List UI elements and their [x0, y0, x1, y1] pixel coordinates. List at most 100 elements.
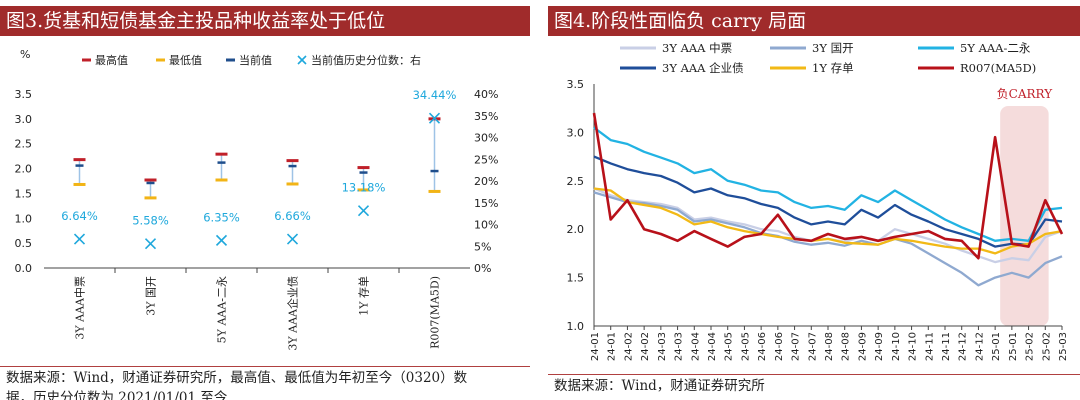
series-line — [593, 187, 1063, 255]
y-axis-unit-label: % — [20, 48, 30, 61]
series-line — [593, 191, 1063, 287]
right-chart-panel: 图4.阶段性面临负 carry 局面 负CARRY 3Y AAA 中票 3Y 国开 5… — [548, 0, 1080, 400]
x-tick-label: 24-10 — [908, 332, 919, 361]
x-tick-label: 24-03 — [657, 332, 668, 361]
category-label: 5Y AAA-二永 — [215, 276, 229, 343]
percentile-data-label: 6.64% — [61, 209, 98, 223]
percentile-marker — [357, 205, 370, 217]
y2-tick-label: 15% — [474, 197, 498, 210]
y-tick-label: 3.5 — [567, 78, 585, 91]
category-label: 3Y AAA企业债 — [286, 276, 300, 351]
x-tick-label: 24-01 — [607, 332, 618, 361]
x-tick-label: 24-11 — [941, 332, 952, 361]
y-tick-label: 1.5 — [567, 272, 585, 285]
series-line — [593, 155, 1063, 248]
right-chart-title: 图4.阶段性面临负 carry 局面 — [548, 6, 1080, 36]
percentile-data-label: 34.44% — [413, 88, 457, 102]
x-tick-label: 24-07 — [791, 332, 802, 361]
x-tick-label: 24-02 — [623, 332, 634, 361]
right-source-note: 数据来源：Wind，财通证券研究所 — [554, 378, 765, 394]
percentile-marker — [286, 233, 299, 245]
x-tick-label: 24-10 — [891, 332, 902, 361]
x-tick-label: 24-02 — [640, 332, 651, 361]
x-tick-label: 25-02 — [1025, 332, 1036, 361]
x-tick-label: 24-08 — [824, 332, 835, 361]
x-tick-label: 24-07 — [807, 332, 818, 361]
category-label: 1Y 存单 — [357, 276, 371, 316]
y-tick-label: 1.0 — [567, 320, 585, 333]
percentile-data-label: 6.35% — [203, 210, 240, 224]
x-tick-label: 24-04 — [707, 332, 718, 361]
legend-label: 3Y AAA 企业债 — [662, 61, 744, 75]
y-tick-label: 3.0 — [15, 113, 33, 126]
y-tick-label: 3.0 — [567, 126, 585, 139]
series-line — [593, 126, 1063, 242]
left-chart-panel: 图3.货基和短债基金主投品种收益率处于低位 最高值 最低值 当前值 当前值历史分位数：… — [0, 0, 530, 400]
left-source-line-2: 据，历史分位数为 2021/01/01 至今 — [6, 390, 228, 400]
x-tick-label: 24-05 — [724, 332, 735, 361]
x-tick-label: 25-03 — [1058, 332, 1069, 361]
x-tick-label: 24-12 — [958, 332, 969, 361]
left-chart-title: 图3.货基和短债基金主投品种收益率处于低位 — [0, 6, 530, 36]
left-source-line-1: 数据来源：Wind，财通证券研究所，最高值、最低值为年初至今（0320）数 — [6, 370, 468, 386]
negative-carry-label: 负CARRY — [997, 87, 1054, 101]
series-line — [593, 187, 1063, 264]
legend-label: 1Y 存单 — [812, 61, 854, 75]
y2-tick-label: 0% — [474, 262, 491, 275]
x-tick-label: 24-06 — [757, 332, 768, 361]
x-tick-label: 24-05 — [740, 332, 751, 361]
y-tick-label: 2.0 — [567, 223, 585, 236]
y2-tick-label: 40% — [474, 88, 498, 101]
percentile-data-label: 6.66% — [274, 209, 311, 223]
series-line — [592, 112, 1064, 260]
y2-tick-label: 25% — [474, 153, 498, 166]
legend-label: 最低值 — [169, 54, 202, 67]
legend-label: 最高值 — [95, 53, 128, 67]
y-tick-label: 1.5 — [15, 187, 33, 200]
y-tick-label: 3.5 — [15, 88, 33, 101]
x-tick-label: 24-03 — [674, 332, 685, 361]
x-tick-label: 25-02 — [1041, 332, 1052, 361]
legend-label: 5Y AAA-二永 — [960, 41, 1031, 55]
y2-tick-label: 35% — [474, 110, 498, 123]
y-tick-label: 0.0 — [15, 262, 33, 275]
x-tick-label: 24-09 — [857, 332, 868, 361]
right-chart-svg: 负CARRY 3Y AAA 中票 3Y 国开 5Y AAA-二永 3Y AAA 企业债 1… — [567, 41, 1070, 361]
percentile-data-label: 13.18% — [342, 181, 386, 195]
x-tick-label: 24-06 — [774, 332, 785, 361]
right-source-divider — [548, 374, 1080, 375]
left-chart-svg: 最高值 最低值 当前值 当前值历史分位数：右% 0.0 0.5 1.0 1.5 2.0 2.5 3.… — [15, 48, 499, 351]
y-tick-label: 0.5 — [15, 237, 33, 250]
x-tick-label: 24-11 — [924, 332, 935, 361]
category-label: 3Y 国开 — [145, 276, 158, 316]
percentile-marker — [428, 112, 441, 124]
y-tick-label: 2.5 — [15, 138, 33, 151]
x-tick-label: 25-01 — [1008, 332, 1019, 361]
percentile-marker — [215, 234, 228, 246]
left-source-note: 数据来源：Wind，财通证券研究所，最高值、最低值为年初至今（0320）数 据，… — [6, 368, 521, 400]
x-tick-label: 24-09 — [874, 332, 885, 361]
y2-tick-label: 10% — [474, 219, 498, 232]
legend-label: 3Y AAA 中票 — [662, 41, 732, 55]
x-tick-label: 25-01 — [991, 332, 1002, 361]
category-label: R007(MA5D) — [429, 276, 442, 349]
percentile-marker — [73, 233, 86, 245]
y-tick-label: 1.0 — [15, 212, 33, 225]
x-tick-label: 24-08 — [841, 332, 852, 361]
y-tick-label: 2.5 — [567, 175, 585, 188]
x-tick-label: 24-12 — [974, 332, 985, 361]
category-label: 3Y AAA中票 — [74, 276, 87, 340]
left-source-divider — [0, 366, 530, 367]
y2-tick-label: 30% — [474, 132, 498, 145]
percentile-data-label: 5.58% — [132, 214, 169, 228]
legend-label: 当前值 — [239, 53, 272, 67]
legend-label: 3Y 国开 — [812, 41, 854, 55]
x-tick-label: 24-01 — [590, 332, 601, 361]
legend-label: 当前值历史分位数：右 — [311, 53, 421, 67]
legend-label: R007(MA5D) — [960, 61, 1036, 75]
x-tick-label: 24-04 — [690, 332, 701, 361]
y-tick-label: 2.0 — [15, 163, 33, 176]
percentile-marker — [144, 238, 157, 250]
legend-marker — [297, 55, 307, 65]
y2-tick-label: 5% — [474, 240, 491, 253]
